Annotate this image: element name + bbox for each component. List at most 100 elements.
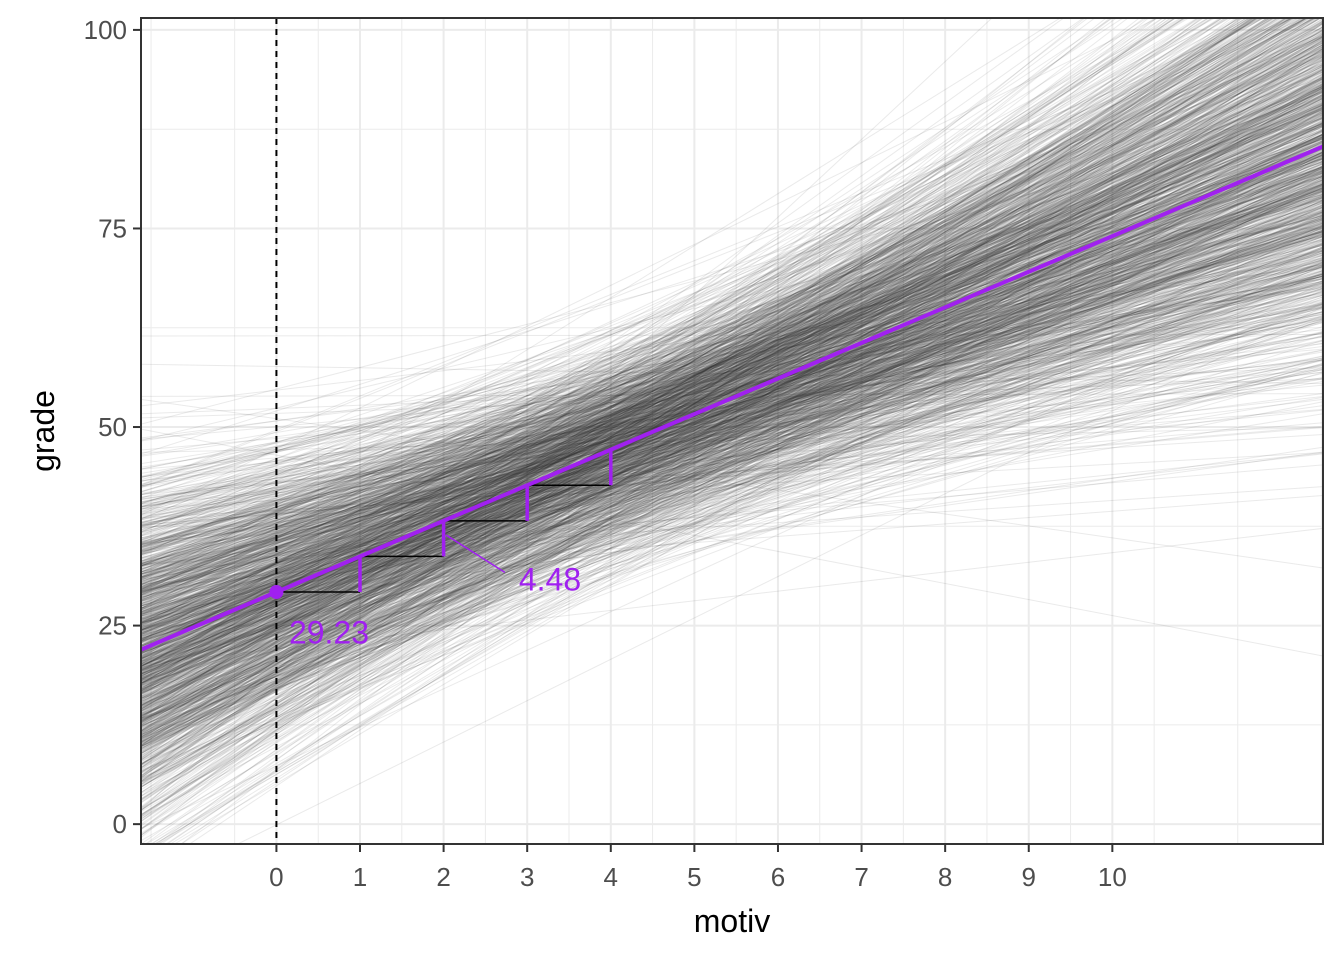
posterior-draw-line <box>141 186 1323 727</box>
posterior-draw-line <box>141 36 1323 719</box>
posterior-draw-line <box>141 194 1323 706</box>
posterior-draw-line <box>141 224 1323 688</box>
posterior-draw-line <box>141 41 1323 629</box>
posterior-draw-line <box>141 134 1323 743</box>
posterior-draw-line <box>141 225 1323 585</box>
posterior-draw-line <box>141 202 1323 654</box>
posterior-draw-line <box>141 258 1323 575</box>
posterior-draw-line <box>141 204 1323 818</box>
posterior-draw-line <box>141 210 1323 573</box>
posterior-draw-line <box>141 110 1323 605</box>
posterior-draw-line <box>141 96 1323 488</box>
posterior-draw-line <box>141 18 1276 778</box>
posterior-draw-line <box>141 68 1323 704</box>
posterior-draw-line <box>141 261 1323 687</box>
posterior-draw-line <box>141 314 1323 500</box>
x-tick-label: 10 <box>1098 862 1127 892</box>
posterior-draw-line <box>141 183 1323 679</box>
posterior-draw-line <box>141 70 1323 646</box>
posterior-draw-line <box>141 100 1323 755</box>
posterior-draw-line <box>141 46 1323 621</box>
posterior-draw-line <box>141 145 1323 666</box>
posterior-draw-line <box>141 192 1323 613</box>
posterior-draw-line <box>141 262 1323 565</box>
posterior-draw-line <box>141 18 1313 596</box>
posterior-draw-line <box>141 147 1323 662</box>
posterior-draw-line <box>141 139 1323 488</box>
posterior-draw-line <box>141 18 1298 668</box>
posterior-draw-line <box>141 118 1323 650</box>
posterior-draw-line <box>141 103 1323 578</box>
posterior-draw-line <box>141 246 1323 756</box>
posterior-draw-line <box>141 87 1323 697</box>
posterior-draw-line <box>141 18 1233 822</box>
posterior-draw-line <box>141 18 1307 701</box>
posterior-draw-line <box>141 213 1323 701</box>
posterior-draw-line <box>141 18 1282 746</box>
posterior-draw-line <box>141 18 1177 718</box>
posterior-draw-line <box>141 114 1323 732</box>
posterior-draw-line <box>141 18 1260 714</box>
posterior-draw-line <box>141 313 1323 582</box>
posterior-draw-line <box>141 240 1323 719</box>
posterior-draw-line <box>141 315 1323 611</box>
posterior-draw-line <box>141 285 1323 468</box>
posterior-draw-line <box>141 161 1323 720</box>
posterior-draw-line <box>141 263 1323 546</box>
posterior-draw-line <box>141 105 1323 596</box>
posterior-draw-line <box>141 201 1323 535</box>
posterior-draw-line <box>141 18 1228 582</box>
posterior-draw-line <box>141 155 1323 568</box>
posterior-draw-line <box>141 18 1257 750</box>
posterior-draw-line <box>141 266 1323 719</box>
posterior-draw-line <box>141 26 1323 782</box>
posterior-draw-line <box>141 73 1323 761</box>
posterior-draw-line <box>141 117 1323 611</box>
posterior-draw-line <box>141 36 1323 617</box>
posterior-draw-line <box>141 275 1323 642</box>
posterior-draw-line <box>141 264 1323 442</box>
posterior-draw-line <box>141 122 1323 630</box>
posterior-draw-line <box>141 227 1323 614</box>
posterior-draw-line <box>141 266 1323 710</box>
posterior-draw-line <box>141 18 1190 655</box>
posterior-draw-line <box>141 258 1323 620</box>
posterior-draw-line <box>141 322 1323 598</box>
posterior-draw-line <box>141 248 1323 663</box>
posterior-draw-line <box>165 72 1323 844</box>
posterior-draw-line <box>141 18 1213 697</box>
posterior-draw-line <box>141 231 1323 578</box>
posterior-draw-line <box>141 226 1323 615</box>
y-tick-label: 100 <box>84 15 127 45</box>
posterior-draw-line <box>141 174 1323 578</box>
posterior-draw-line <box>141 169 1323 660</box>
posterior-draw-line <box>141 214 1323 700</box>
posterior-draw-line <box>141 259 1323 527</box>
posterior-draw-line <box>141 67 1323 695</box>
posterior-draw-line <box>141 105 1323 641</box>
posterior-draw-line <box>141 160 1323 549</box>
posterior-draw-line <box>141 289 1323 590</box>
posterior-draw-line <box>141 39 1323 677</box>
posterior-draw-line <box>141 91 1323 680</box>
posterior-draw-line <box>141 18 1290 594</box>
posterior-draw-line <box>141 236 1323 602</box>
posterior-draw-line <box>188 84 1323 844</box>
posterior-draw-line <box>141 286 1323 457</box>
posterior-draw-line <box>141 364 1323 589</box>
posterior-draw-line <box>141 186 1323 575</box>
posterior-draw-line <box>141 88 1323 689</box>
posterior-draw-line <box>141 143 1323 570</box>
posterior-draw-line <box>141 18 1291 556</box>
posterior-draw-line <box>141 293 1323 518</box>
posterior-draw-line <box>141 201 1323 601</box>
posterior-draw-line <box>141 102 1323 607</box>
posterior-draw-line <box>141 236 1323 654</box>
posterior-draw-line <box>141 250 1323 503</box>
posterior-draw-line <box>141 98 1323 554</box>
posterior-draw-line <box>141 193 1323 586</box>
posterior-draw-line <box>141 184 1323 620</box>
posterior-draw-line <box>141 75 1323 830</box>
posterior-draw-line <box>141 264 1323 564</box>
posterior-draw-line <box>141 296 1323 729</box>
